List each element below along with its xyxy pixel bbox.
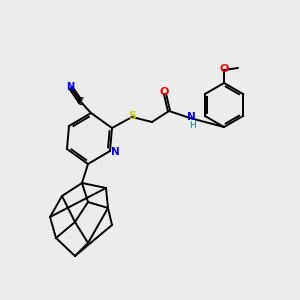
Text: H: H	[190, 121, 196, 130]
Text: N: N	[187, 112, 195, 122]
Text: N: N	[66, 82, 74, 92]
Text: N: N	[111, 147, 119, 157]
Text: O: O	[159, 87, 169, 97]
Text: C: C	[76, 97, 84, 107]
Text: O: O	[219, 64, 229, 74]
Text: S: S	[128, 111, 136, 121]
